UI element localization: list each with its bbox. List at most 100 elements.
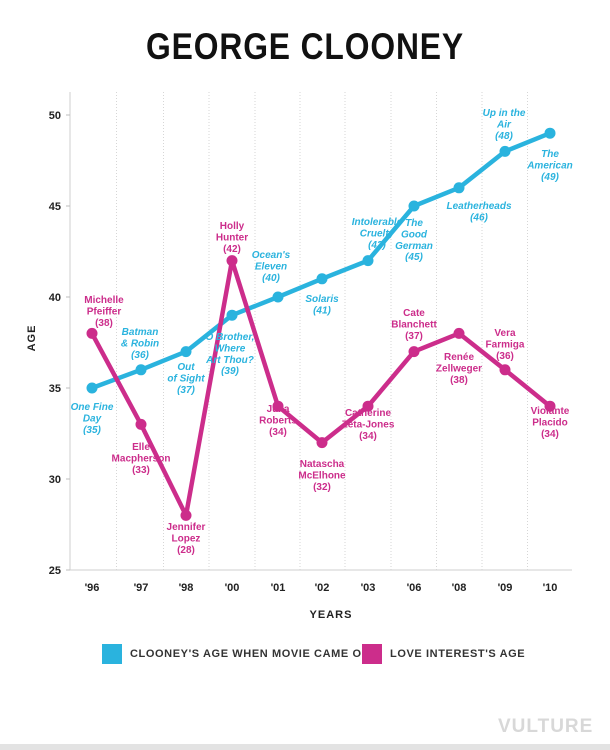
data-point-love-interest [499,364,511,376]
annotation-line: (48) [495,131,513,142]
annotation-line: Art Thou? [205,355,254,366]
line-chart: 25 30 35 40 45 50 '96 '97 '98 '00 '01 '02 '03 '06 '08 '… [26,92,573,621]
data-point-clooney [544,127,556,139]
x-tick-label: '98 [179,582,194,594]
annotation-love-interest: Michelle Pfeiffer (38) [84,295,124,329]
annotation-line: Air [496,119,512,130]
annotation-line: Zeta-Jones [342,419,395,430]
annotation-line: (38) [450,375,468,386]
annotation-clooney: Leatherheads (46) [446,201,511,223]
annotation-line: The [541,149,559,160]
x-axis-title: YEARS [310,609,353,621]
annotation-line: O Brother, [206,332,255,343]
annotation-love-interest: Natascha McElhone (32) [298,459,346,493]
legend: CLOONEY'S AGE WHEN MOVIE CAME OUT LOVE I… [0,644,610,664]
annotation-clooney: Up in the Air (48) [483,108,526,142]
annotation-line: Day [83,413,102,424]
annotation-line: (33) [132,465,150,476]
annotation-line: Up in the [483,108,526,119]
annotation-line: Violante [531,406,570,417]
data-point-love-interest [316,437,328,449]
annotation-line: American [526,160,573,171]
annotation-line: Elle [132,442,150,453]
annotation-line: (28) [177,545,195,556]
data-point-love-interest [272,400,284,412]
data-point-love-interest [362,400,374,412]
annotation-line: & Robin [121,338,159,349]
annotation-line: (49) [541,172,559,183]
y-tick-label: 25 [49,565,61,577]
annotation-love-interest: Elle Macpherson (33) [112,442,171,476]
x-tick-label: '06 [407,582,422,594]
data-point-clooney [499,145,511,157]
annotation-clooney: One Fine Day (35) [71,402,114,436]
annotation-line: (34) [541,429,559,440]
data-point-clooney [86,382,98,394]
annotation-line: Michelle [84,295,124,306]
annotation-clooney: O Brother, Where Art Thou? (39) [205,332,254,377]
annotation-line: Natascha [300,459,345,470]
annotation-line: (36) [131,350,149,361]
annotation-line: Intolerable [352,217,403,228]
annotation-line: Lopez [172,533,201,544]
annotation-line: (42) [223,244,241,255]
data-point-clooney [362,255,374,267]
annotation-line: Holly [220,221,245,232]
annotation-line: (34) [359,431,377,442]
annotation-clooney: The American (49) [526,149,573,183]
data-point-clooney [135,364,147,376]
annotation-line: Eleven [255,261,287,272]
annotation-line: (34) [269,427,287,438]
legend-item-love-interest: LOVE INTEREST'S AGE [362,644,525,664]
legend-swatch-clooney [102,644,122,664]
y-tick-label: 50 [49,110,61,122]
x-tick-label: '97 [134,582,149,594]
annotation-line: Cate [403,308,425,319]
y-axis-title: AGE [26,325,38,352]
annotation-line: (40) [262,273,280,284]
annotation-line: (45) [405,252,423,263]
data-point-love-interest [408,346,420,358]
annotation-line: Macpherson [112,453,171,464]
data-point-love-interest [86,327,98,339]
annotation-line: (37) [405,331,423,342]
data-point-love-interest [544,400,556,412]
legend-item-clooney: CLOONEY'S AGE WHEN MOVIE CAME OUT [102,644,378,664]
annotation-love-interest: Catherine Zeta-Jones (34) [342,408,395,442]
x-tick-label: '02 [315,582,330,594]
x-tick-label: '01 [271,582,286,594]
data-point-love-interest [453,327,465,339]
y-tick-label: 45 [49,201,61,213]
annotation-love-interest: Violante Placido (34) [531,406,570,440]
x-tick-label: '09 [498,582,513,594]
annotation-line: Renée [444,352,474,363]
annotation-line: Pfeiffer [87,306,122,317]
annotation-clooney: Ocean's Eleven (40) [252,250,291,284]
annotation-clooney: Out of Sight (37) [167,362,205,396]
data-point-love-interest [226,255,238,267]
x-tick-label: '10 [543,582,558,594]
annotation-line: (38) [95,318,113,329]
annotation-line: Zellweger [436,363,482,374]
annotation-line: Ocean's [252,250,291,261]
annotation-line: Leatherheads [446,201,511,212]
legend-label-clooney: CLOONEY'S AGE WHEN MOVIE CAME OUT [130,648,378,660]
data-point-clooney [180,346,192,358]
x-tick-label: '96 [85,582,100,594]
annotation-clooney: Intolerable Cruelty (42) [352,217,403,251]
data-point-clooney [316,273,328,285]
annotation-love-interest: Holly Hunter (42) [216,221,248,255]
annotation-line: Out [177,362,195,373]
annotation-line: Catherine [345,408,392,419]
annotation-love-interest: Jennifer Lopez (28) [167,522,206,556]
annotation-line: Where [215,343,246,354]
annotation-line: (41) [313,305,331,316]
annotation-line: (32) [313,482,331,493]
annotation-line: Farmiga [486,339,525,350]
annotation-love-interest: Cate Blanchett (37) [391,308,437,342]
annotation-line: (35) [83,425,101,436]
data-point-clooney [272,291,284,303]
y-tick-label: 30 [49,474,61,486]
annotation-line: McElhone [298,470,346,481]
annotation-line: Batman [122,327,159,338]
